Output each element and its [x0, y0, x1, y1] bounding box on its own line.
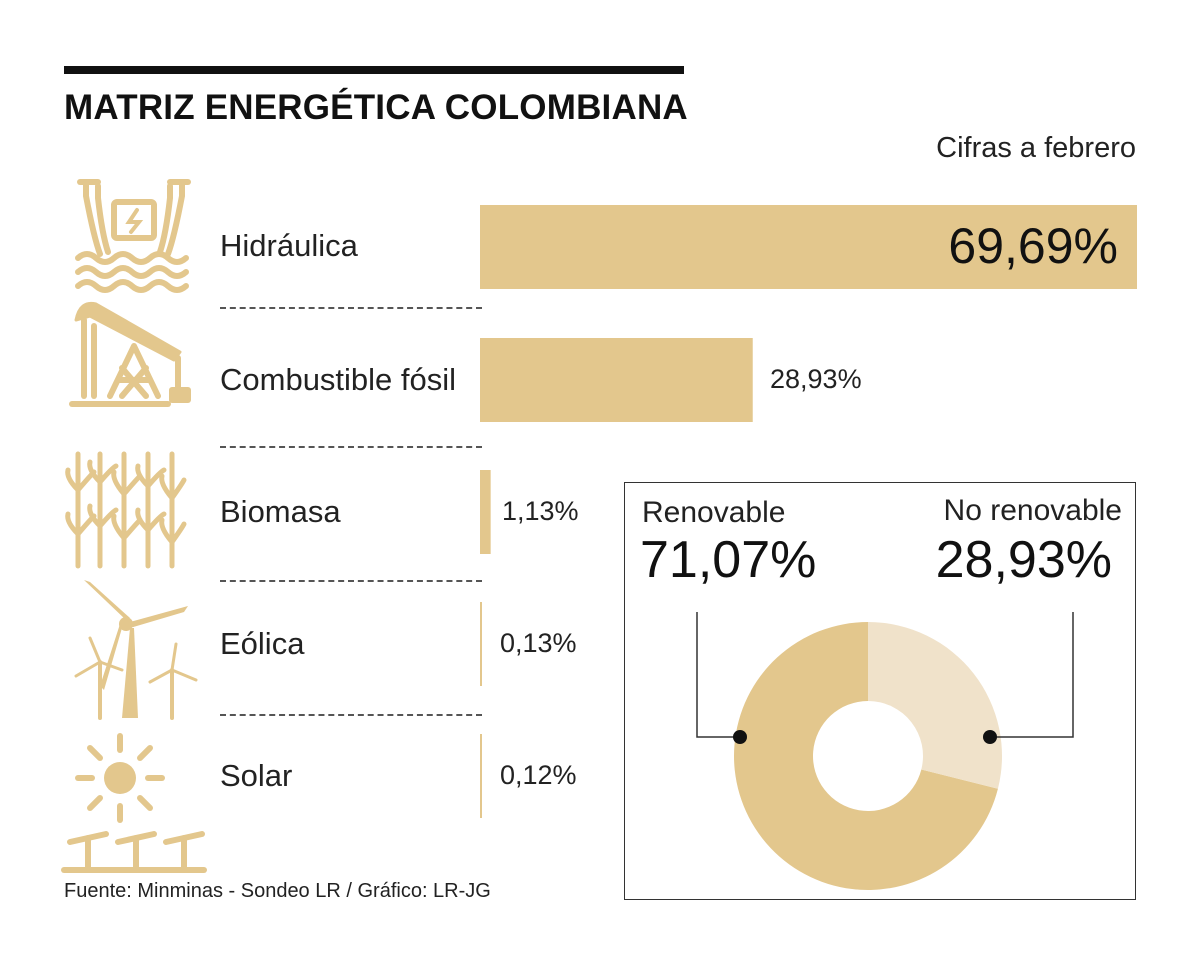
- oil-pump-icon: [69, 301, 191, 407]
- chart-title: MATRIZ ENERGÉTICA COLOMBIANA: [64, 88, 688, 127]
- pie-value-no-renovable: 28,93%: [935, 531, 1112, 589]
- bar-label-hidraulica: Hidráulica: [220, 228, 358, 263]
- row-separator: [220, 714, 482, 716]
- row-separator: [220, 446, 482, 448]
- donut-slice-renovable: [734, 622, 998, 890]
- bar-value-hidraulica: 69,69%: [948, 218, 1118, 274]
- leader-dot-no-renovable: [983, 730, 997, 744]
- bar-eolica: [480, 602, 482, 686]
- source-note: Fuente: Minminas - Sondeo LR / Gráfico: …: [64, 880, 491, 902]
- bar-label-combustible-fosil: Combustible fósil: [220, 362, 457, 397]
- leader-line-renovable: [696, 612, 738, 738]
- pie-value-renovable: 71,07%: [640, 531, 817, 589]
- bar-label-biomasa: Biomasa: [220, 494, 341, 529]
- bar-value-combustible-fosil: 28,93%: [770, 364, 862, 394]
- bar-solar: [480, 734, 482, 818]
- leader-lines: [696, 612, 1074, 744]
- pie-label-renovable: Renovable: [642, 496, 786, 529]
- bar-value-solar: 0,12%: [500, 760, 577, 790]
- leader-line-no-renovable: [990, 612, 1074, 738]
- title-rule: [64, 66, 684, 74]
- dam-icon: [75, 179, 191, 293]
- pie-label-no-renovable: No renovable: [943, 494, 1122, 527]
- donut-slice-no-renovable: [868, 622, 1002, 789]
- bar-value-biomasa: 1,13%: [502, 496, 579, 526]
- solar-panel-icon: [61, 733, 207, 873]
- bar-biomasa: [480, 470, 491, 554]
- sugarcane-icon: [65, 451, 187, 569]
- bar-label-solar: Solar: [220, 758, 293, 793]
- chart-subtitle: Cifras a febrero: [936, 132, 1136, 164]
- wind-turbine-icon: [74, 580, 198, 720]
- row-separator: [220, 307, 482, 309]
- bar-label-eolica: Eólica: [220, 626, 305, 661]
- row-separator: [220, 580, 482, 582]
- bar-value-eolica: 0,13%: [500, 628, 577, 658]
- bar-hidraulica: [480, 205, 1137, 289]
- donut-panel: [624, 482, 1136, 900]
- leader-dot-renovable: [733, 730, 747, 744]
- bar-combustible-fosil: [480, 338, 753, 422]
